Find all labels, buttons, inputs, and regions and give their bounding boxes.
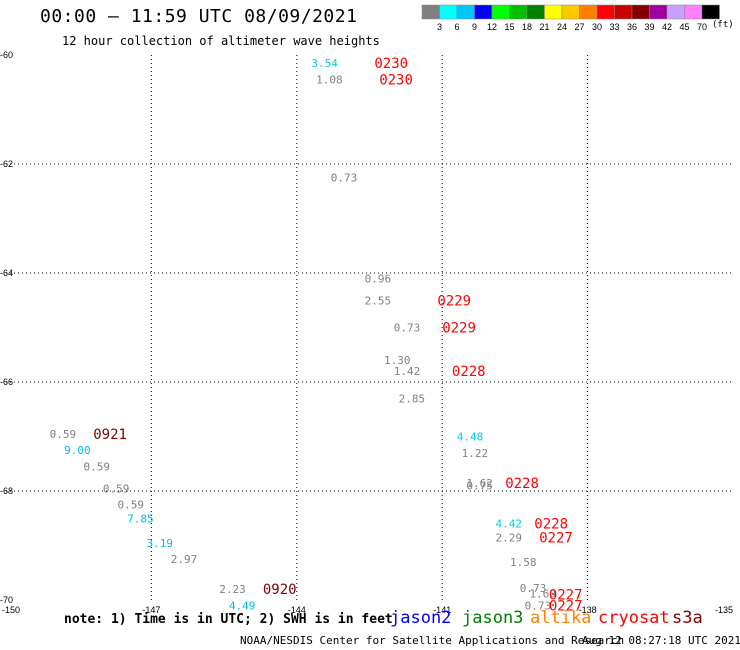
swh-value-label: 1.60	[529, 587, 556, 600]
swh-value-label: 4.42	[496, 518, 522, 531]
time-label: 0229	[442, 321, 476, 337]
time-label: 0227	[549, 598, 583, 614]
swh-value-label: 2.29	[496, 531, 522, 544]
y-tick-label: -60	[0, 50, 13, 60]
colorbar-tick-label: 18	[522, 22, 532, 32]
x-tick-label: -144	[288, 605, 306, 615]
colorbar-tick-label: 15	[504, 22, 514, 32]
time-label: 0230	[379, 73, 413, 89]
time-label: 0920	[263, 582, 297, 598]
chart-subtitle: 12 hour collection of altimeter wave hei…	[62, 34, 380, 48]
swh-value-label: 4.48	[457, 431, 484, 444]
time-label: 0228	[534, 517, 568, 533]
swh-value-label: 2.85	[399, 392, 426, 405]
colorbar-tick-label: 30	[592, 22, 602, 32]
swh-value-label: 1.22	[462, 447, 489, 460]
colorbar-swatch	[631, 4, 650, 20]
colorbar-swatch	[526, 4, 545, 20]
swh-value-label: 0.75	[466, 480, 493, 493]
y-tick-label: -64	[0, 268, 13, 278]
colorbar-swatch	[509, 4, 528, 20]
swh-value-label: 7.85	[127, 512, 153, 525]
colorbar-tick-label: 42	[662, 22, 672, 32]
swh-value-label: 0.73	[520, 582, 547, 595]
time-label: 0921	[93, 427, 127, 443]
time-label: 0227	[539, 530, 573, 546]
legend-jason3: jason3	[462, 608, 524, 628]
colorbar-tick-label: 39	[644, 22, 654, 32]
y-tick-label: -70	[0, 595, 13, 605]
colorbar-swatch	[701, 4, 720, 20]
colorbar-swatch	[649, 4, 668, 20]
swh-value-label: 0.59	[117, 499, 143, 512]
colorbar-swatch	[474, 4, 493, 20]
y-tick-label: -66	[0, 377, 13, 387]
colorbar-tick-label: 24	[557, 22, 567, 32]
x-tick-label: -135	[715, 605, 733, 615]
y-tick-label: -62	[0, 159, 13, 169]
x-tick-label: -138	[579, 605, 597, 615]
credit-line: NOAA/NESDIS Center for Satellite Applica…	[240, 634, 625, 647]
colorbar-swatch	[421, 4, 440, 20]
colorbar-tick-label: 70	[697, 22, 707, 32]
time-label: 0230	[374, 56, 408, 72]
colorbar-swatch	[684, 4, 703, 20]
swh-value-label: 0.59	[50, 428, 76, 441]
colorbar-tick-label: 6	[454, 22, 459, 32]
swh-value-label: 0.73	[525, 599, 552, 612]
swh-value-label: 9.00	[64, 444, 91, 457]
colorbar-swatch	[439, 4, 458, 20]
generation-timestamp: Aug 12 08:27:18 UTC 2021	[582, 634, 740, 647]
swh-value-label: 1.58	[510, 556, 537, 569]
legend-jason2: jason2	[390, 608, 452, 628]
swh-value-label: 1.08	[316, 74, 343, 87]
swh-value-label: 0.73	[394, 322, 421, 335]
colorbar-tick-label: 36	[627, 22, 637, 32]
colorbar-tick-label: 3	[437, 22, 442, 32]
swh-value-label: 4.49	[229, 599, 256, 612]
colorbar-swatch	[596, 4, 615, 20]
colorbar-tick-label: 21	[539, 22, 549, 32]
time-label: 0227	[549, 588, 583, 604]
legend-altika: altika	[530, 608, 592, 628]
swh-value-label: 1.62	[466, 477, 493, 490]
chart-title: 00:00 – 11:59 UTC 08/09/2021	[40, 6, 358, 27]
swh-value-label: 1.42	[394, 365, 421, 378]
colorbar-tick-label: 9	[472, 22, 477, 32]
colorbar-tick-label: 33	[609, 22, 619, 32]
y-tick-label: -68	[0, 486, 13, 496]
legend-s3a: s3a	[672, 608, 703, 628]
colorbar-tick-label: 45	[679, 22, 689, 32]
swh-value-label: 2.23	[219, 583, 246, 596]
swh-value-label: 0.59	[103, 482, 130, 495]
swh-value-label: 2.97	[171, 553, 198, 566]
colorbar-swatch	[544, 4, 563, 20]
colorbar-swatch	[666, 4, 685, 20]
colorbar-unit-label: (ft)	[712, 20, 734, 30]
colorbar-swatch	[579, 4, 598, 20]
colorbar-swatch	[561, 4, 580, 20]
swh-value-label: 3.54	[311, 57, 338, 70]
time-label: 0228	[452, 364, 486, 380]
swh-value-label: 0.59	[84, 460, 111, 473]
time-label: 0229	[437, 293, 471, 309]
x-tick-label: -150	[2, 605, 20, 615]
colorbar-swatch	[456, 4, 475, 20]
swh-value-label: 0.73	[331, 172, 358, 185]
swh-value-label: 3.19	[147, 537, 174, 550]
colorbar-swatch	[614, 4, 633, 20]
time-label: 0228	[505, 476, 539, 492]
colorbar-tick-label: 27	[574, 22, 584, 32]
swh-value-label: 1.30	[384, 354, 411, 367]
x-tick-label: -147	[142, 605, 160, 615]
footnote: note: 1) Time is in UTC; 2) SWH is in fe…	[64, 612, 393, 627]
colorbar-swatch	[491, 4, 510, 20]
swh-value-label: 0.96	[365, 272, 392, 285]
swh-value-label: 2.55	[365, 294, 392, 307]
legend-cryosat: cryosat	[598, 608, 670, 628]
x-tick-label: -141	[433, 605, 451, 615]
colorbar-tick-label: 12	[487, 22, 497, 32]
